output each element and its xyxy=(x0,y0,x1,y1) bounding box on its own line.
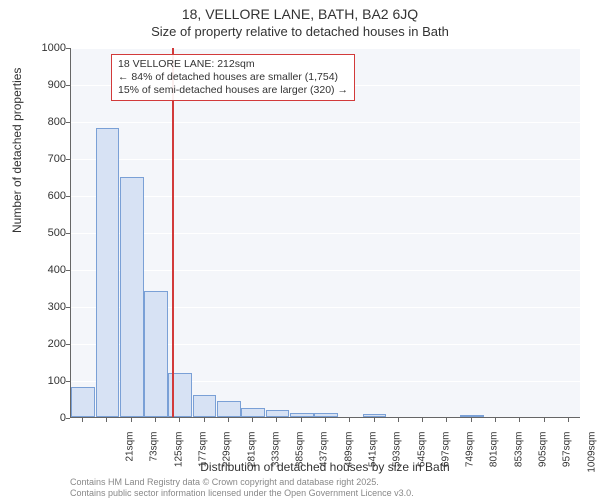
x-tick-mark xyxy=(471,418,472,422)
x-tick-mark xyxy=(106,418,107,422)
x-tick-label: 229sqm xyxy=(222,432,233,482)
x-tick-label: 1009sqm xyxy=(586,432,597,482)
bar xyxy=(217,401,241,417)
x-tick-label: 645sqm xyxy=(416,432,427,482)
x-tick-label: 749sqm xyxy=(465,432,476,482)
bar xyxy=(314,413,338,417)
annotation-line-2: ← 84% of detached houses are smaller (1,… xyxy=(118,71,348,84)
bar xyxy=(120,177,144,418)
x-tick-mark xyxy=(325,418,326,422)
chart-title-2: Size of property relative to detached ho… xyxy=(0,24,600,39)
x-tick-mark xyxy=(398,418,399,422)
y-tick-mark xyxy=(66,196,70,197)
y-tick-mark xyxy=(66,122,70,123)
footer-line-1: Contains HM Land Registry data © Crown c… xyxy=(70,477,414,487)
bar xyxy=(363,414,387,417)
gridline xyxy=(71,159,580,160)
bar xyxy=(96,128,120,417)
y-tick-label: 400 xyxy=(10,264,66,276)
x-tick-mark xyxy=(301,418,302,422)
gridline xyxy=(71,233,580,234)
y-tick-label: 200 xyxy=(10,338,66,350)
x-tick-label: 853sqm xyxy=(513,432,524,482)
y-tick-mark xyxy=(66,233,70,234)
gridline xyxy=(71,122,580,123)
gridline xyxy=(71,196,580,197)
x-tick-label: 281sqm xyxy=(246,432,257,482)
chart-container: 18, VELLORE LANE, BATH, BA2 6JQ Size of … xyxy=(0,0,600,500)
gridline xyxy=(71,270,580,271)
x-tick-mark xyxy=(519,418,520,422)
y-tick-label: 1000 xyxy=(10,42,66,54)
x-tick-mark xyxy=(155,418,156,422)
y-tick-mark xyxy=(66,270,70,271)
bar xyxy=(144,291,168,417)
x-tick-mark xyxy=(252,418,253,422)
annotation-line-3: 15% of semi-detached houses are larger (… xyxy=(118,84,348,97)
x-tick-mark xyxy=(495,418,496,422)
y-tick-mark xyxy=(66,48,70,49)
x-tick-mark xyxy=(179,418,180,422)
x-tick-label: 801sqm xyxy=(489,432,500,482)
x-tick-label: 385sqm xyxy=(295,432,306,482)
y-tick-label: 0 xyxy=(10,412,66,424)
y-tick-mark xyxy=(66,418,70,419)
x-tick-label: 905sqm xyxy=(538,432,549,482)
footer-line-2: Contains public sector information licen… xyxy=(70,488,414,498)
bar xyxy=(290,413,314,417)
x-tick-mark xyxy=(82,418,83,422)
x-tick-mark xyxy=(422,418,423,422)
bar xyxy=(241,408,265,417)
x-tick-mark xyxy=(568,418,569,422)
bar xyxy=(460,415,484,417)
y-tick-label: 500 xyxy=(10,227,66,239)
x-tick-mark xyxy=(349,418,350,422)
y-tick-label: 600 xyxy=(10,190,66,202)
y-tick-mark xyxy=(66,159,70,160)
chart-title-1: 18, VELLORE LANE, BATH, BA2 6JQ xyxy=(0,6,600,22)
highlight-line xyxy=(172,48,174,417)
x-tick-label: 489sqm xyxy=(343,432,354,482)
y-tick-label: 900 xyxy=(10,79,66,91)
plot-area: 18 VELLORE LANE: 212sqm ← 84% of detache… xyxy=(70,48,580,418)
x-tick-label: 333sqm xyxy=(270,432,281,482)
x-tick-label: 697sqm xyxy=(440,432,451,482)
x-tick-label: 73sqm xyxy=(149,432,160,482)
y-tick-label: 700 xyxy=(10,153,66,165)
bar xyxy=(71,387,95,417)
y-axis-label: Number of detached properties xyxy=(10,68,24,233)
x-tick-mark xyxy=(276,418,277,422)
x-tick-mark xyxy=(446,418,447,422)
y-tick-label: 800 xyxy=(10,116,66,128)
highlight-annotation: 18 VELLORE LANE: 212sqm ← 84% of detache… xyxy=(111,54,355,101)
bar xyxy=(193,395,217,417)
y-tick-label: 100 xyxy=(10,375,66,387)
y-tick-mark xyxy=(66,85,70,86)
x-tick-label: 593sqm xyxy=(392,432,403,482)
x-tick-label: 541sqm xyxy=(368,432,379,482)
y-tick-mark xyxy=(66,381,70,382)
y-tick-label: 300 xyxy=(10,301,66,313)
x-tick-label: 125sqm xyxy=(173,432,184,482)
x-tick-mark xyxy=(228,418,229,422)
x-tick-label: 957sqm xyxy=(562,432,573,482)
annotation-line-1: 18 VELLORE LANE: 212sqm xyxy=(118,58,348,71)
y-tick-mark xyxy=(66,344,70,345)
x-tick-label: 177sqm xyxy=(198,432,209,482)
gridline xyxy=(71,48,580,49)
x-tick-mark xyxy=(374,418,375,422)
x-tick-mark xyxy=(544,418,545,422)
bar xyxy=(266,410,290,417)
x-tick-mark xyxy=(131,418,132,422)
x-tick-label: 437sqm xyxy=(319,432,330,482)
x-tick-label: 21sqm xyxy=(125,432,136,482)
y-tick-mark xyxy=(66,307,70,308)
x-tick-mark xyxy=(204,418,205,422)
footer-attribution: Contains HM Land Registry data © Crown c… xyxy=(70,477,414,498)
